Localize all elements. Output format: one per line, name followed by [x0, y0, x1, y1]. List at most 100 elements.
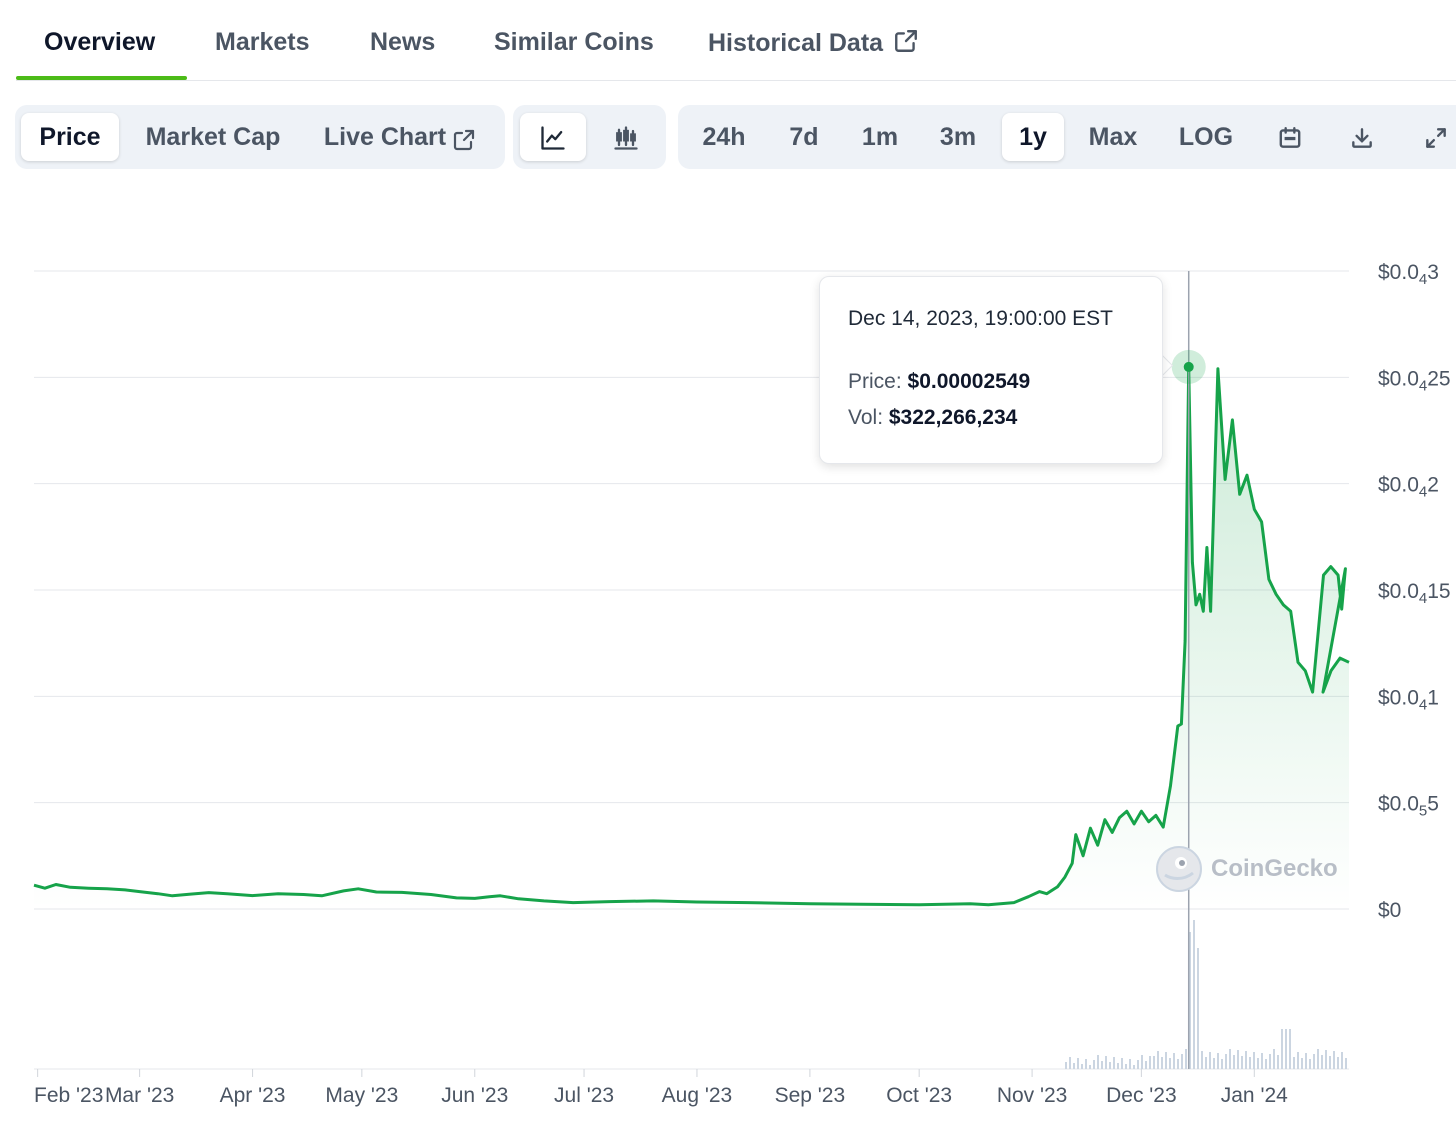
range-1y-button[interactable]: 1y [1002, 113, 1064, 161]
active-tab-indicator [16, 76, 187, 80]
volume-bar [1133, 1065, 1135, 1069]
volume-bar [1069, 1057, 1071, 1069]
volume-bar [1149, 1056, 1151, 1069]
tab-similar-coins[interactable]: Similar Coins [494, 28, 654, 56]
watermark-label: CoinGecko [1211, 855, 1338, 882]
live-chart-button[interactable]: Live Chart [315, 113, 485, 161]
chart-tooltip: Dec 14, 2023, 19:00:00 EST Price: $0.000… [819, 276, 1163, 464]
volume-bar [1237, 1050, 1239, 1069]
x-tick-label: Sep '23 [775, 1084, 846, 1107]
gecko-logo-icon [1156, 846, 1202, 892]
volume-bar [1157, 1051, 1159, 1069]
tooltip-price: Price: $0.00002549 [848, 370, 1030, 394]
volume-bar [1229, 1049, 1231, 1069]
volume-bar [1245, 1051, 1247, 1069]
volume-bar [1181, 1054, 1183, 1069]
volume-bar [1185, 1049, 1187, 1069]
volume-bar [1093, 1060, 1095, 1069]
volume-bar [1233, 1055, 1235, 1069]
volume-bar [1281, 1029, 1283, 1069]
volume-bar [1145, 1061, 1147, 1069]
volume-bar [1077, 1058, 1079, 1069]
range-7d-button[interactable]: 7d [789, 123, 819, 151]
volume-bar [1121, 1058, 1123, 1069]
candlestick-button[interactable] [593, 113, 659, 161]
page-tabs: Overview Markets News Similar Coins Hist… [16, 0, 1456, 81]
tab-news[interactable]: News [370, 28, 436, 56]
volume-bar [1341, 1052, 1343, 1069]
x-tick-label: Mar '23 [105, 1084, 174, 1107]
volume-bar [1221, 1059, 1223, 1069]
x-tick-label: Dec '23 [1106, 1084, 1177, 1107]
range-group: 24h 7d 1m 3m 1y Max LOG [678, 105, 1456, 169]
x-tick-label: Jan '24 [1221, 1084, 1288, 1107]
y-tick-label: $0.042 [1378, 474, 1439, 501]
volume-bar [1189, 932, 1191, 1069]
range-3m-button[interactable]: 3m [939, 123, 977, 151]
volume-bar [1065, 1062, 1067, 1069]
candlestick-icon [612, 123, 640, 151]
tab-overview[interactable]: Overview [44, 28, 156, 56]
volume-bar [1265, 1059, 1267, 1069]
download-button[interactable] [1338, 113, 1386, 161]
volume-bar [1289, 1029, 1291, 1069]
volume-bar [1125, 1064, 1127, 1069]
y-tick-label: $0.0415 [1378, 580, 1451, 607]
volume-bar [1321, 1055, 1323, 1069]
volume-bar [1345, 1058, 1347, 1069]
volume-bar [1249, 1057, 1251, 1069]
volume-bar [1073, 1063, 1075, 1069]
y-tick-label: $0 [1378, 899, 1401, 922]
tab-historical-data-label: Historical Data [708, 29, 884, 58]
x-tick-label: Feb '23 [34, 1084, 103, 1107]
tooltip-date: Dec 14, 2023, 19:00:00 EST [848, 307, 1114, 330]
tab-markets[interactable]: Markets [215, 28, 310, 56]
market-cap-button[interactable]: Market Cap [145, 123, 281, 151]
range-1m-button[interactable]: 1m [861, 123, 899, 151]
volume-bar [1301, 1058, 1303, 1069]
range-max-button[interactable]: Max [1088, 123, 1138, 151]
x-tick-label: Apr '23 [220, 1084, 286, 1107]
volume-bar [1137, 1060, 1139, 1069]
volume-bar [1109, 1062, 1111, 1069]
fullscreen-button[interactable] [1412, 113, 1456, 161]
calendar-icon [1277, 123, 1303, 151]
volume-bar [1325, 1050, 1327, 1069]
volume-bar [1161, 1057, 1163, 1069]
volume-bar [1169, 1058, 1171, 1069]
volume-bar [1329, 1056, 1331, 1069]
chart-style-group [513, 105, 666, 169]
volume-bar [1217, 1053, 1219, 1069]
calendar-button[interactable] [1266, 113, 1314, 161]
x-tick-label: Aug '23 [662, 1084, 733, 1107]
y-tick-label: $0.055 [1378, 793, 1439, 820]
tooltip-price-value: $0.00002549 [907, 370, 1031, 393]
x-tick-label: Jun '23 [441, 1084, 508, 1107]
volume-bar [1197, 948, 1199, 1069]
tooltip-price-label: Price: [848, 370, 902, 393]
volume-bar [1209, 1052, 1211, 1069]
volume-bar [1165, 1052, 1167, 1069]
volume-bar [1105, 1056, 1107, 1069]
volume-bar [1141, 1055, 1143, 1069]
expand-icon [1423, 123, 1449, 151]
volume-bar [1317, 1049, 1319, 1069]
volume-bar [1305, 1053, 1307, 1069]
volume-bar [1269, 1054, 1271, 1069]
x-tick-label: May '23 [325, 1084, 398, 1107]
volume-bar [1097, 1055, 1099, 1069]
volume-bar [1333, 1051, 1335, 1069]
price-chart[interactable]: $0.043 $0.0425 $0.042 $0.0415 $0.041 $0.055 $0… [0, 190, 1456, 1127]
highlight-point [1183, 361, 1194, 372]
volume-bar [1193, 920, 1195, 1069]
range-24h-button[interactable]: 24h [702, 123, 746, 151]
y-tick-label: $0.0425 [1378, 367, 1451, 394]
line-chart-button[interactable] [520, 113, 586, 161]
volume-bar [1293, 1057, 1295, 1069]
price-button[interactable]: Price [21, 113, 119, 161]
volume-bar [1241, 1056, 1243, 1069]
volume-bar [1337, 1057, 1339, 1069]
log-scale-button[interactable]: LOG [1178, 123, 1234, 151]
tab-historical-data[interactable]: Historical Data [708, 28, 919, 61]
volume-bar [1173, 1053, 1175, 1069]
